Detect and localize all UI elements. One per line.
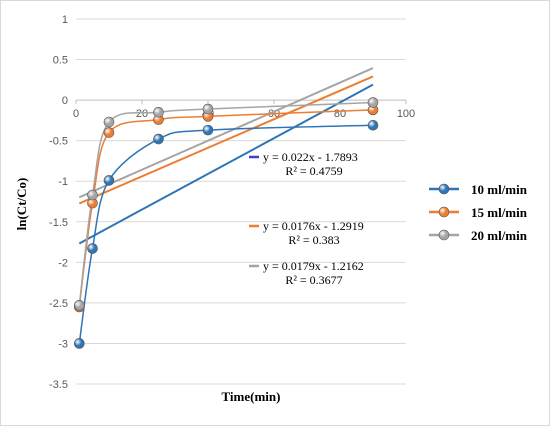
y-tick-label: -1 bbox=[58, 176, 68, 188]
x-tick-label: 0 bbox=[73, 108, 79, 120]
y-tick-label: 0.5 bbox=[53, 55, 68, 67]
legend-label: 20 ml/min bbox=[471, 228, 528, 243]
trendline-r2: R² = 0.383 bbox=[288, 233, 339, 247]
data-point bbox=[202, 103, 214, 115]
legend-marker bbox=[438, 229, 450, 241]
y-tick-label: -0.5 bbox=[49, 136, 68, 148]
y-axis-title: ln(Ct/Co) bbox=[14, 178, 29, 231]
data-point bbox=[103, 175, 115, 186]
y-tick-label: 0 bbox=[62, 95, 68, 107]
data-point bbox=[153, 106, 164, 118]
legend-marker bbox=[438, 183, 450, 195]
x-axis-title: Time(min) bbox=[222, 389, 281, 404]
series-curve bbox=[78, 109, 374, 308]
trendline-equation: y = 0.0176x - 1.2919 bbox=[263, 219, 364, 233]
data-point bbox=[87, 243, 98, 254]
legend: 10 ml/min 15 ml/min 20 ml/min bbox=[429, 182, 528, 243]
series-curve bbox=[78, 124, 374, 344]
data-point bbox=[153, 133, 164, 145]
y-tick-label: -2 bbox=[58, 257, 68, 269]
legend-label: 15 ml/min bbox=[471, 205, 528, 220]
trendline bbox=[78, 75, 374, 205]
trendline-equation: y = 0.0179x - 1.2162 bbox=[263, 259, 364, 273]
trendline bbox=[78, 67, 374, 199]
data-point bbox=[103, 127, 115, 138]
data-point bbox=[202, 124, 214, 136]
data-point bbox=[74, 338, 85, 349]
y-tick-label: -3 bbox=[58, 338, 68, 350]
y-tick-label: -3.5 bbox=[49, 379, 68, 391]
legend-label: 10 ml/min bbox=[471, 182, 528, 197]
y-tick-label: -2.5 bbox=[49, 298, 68, 310]
x-tick-label: 80 bbox=[334, 108, 346, 120]
data-point bbox=[367, 97, 379, 108]
x-tick-label: 100 bbox=[397, 108, 415, 120]
data-point bbox=[367, 119, 379, 131]
legend-marker bbox=[438, 206, 450, 218]
series-curve bbox=[78, 101, 374, 306]
x-tick-label: 20 bbox=[136, 108, 148, 120]
data-point bbox=[74, 300, 85, 311]
data-points bbox=[74, 97, 379, 349]
trendline-equation: y = 0.022x - 1.7893 bbox=[263, 150, 358, 164]
y-tick-label: 1 bbox=[62, 14, 68, 26]
grid bbox=[76, 18, 406, 385]
axes: 10.50-0.5-1-1.5-2-2.5-3-3.5020406080100 bbox=[49, 14, 415, 391]
y-tick-label: -1.5 bbox=[49, 217, 68, 229]
trendline-r2: R² = 0.4759 bbox=[285, 164, 342, 178]
smooth-curves bbox=[78, 101, 374, 344]
trendline-r2: R² = 0.3677 bbox=[285, 273, 342, 287]
data-point bbox=[103, 116, 115, 128]
data-point bbox=[87, 189, 98, 201]
